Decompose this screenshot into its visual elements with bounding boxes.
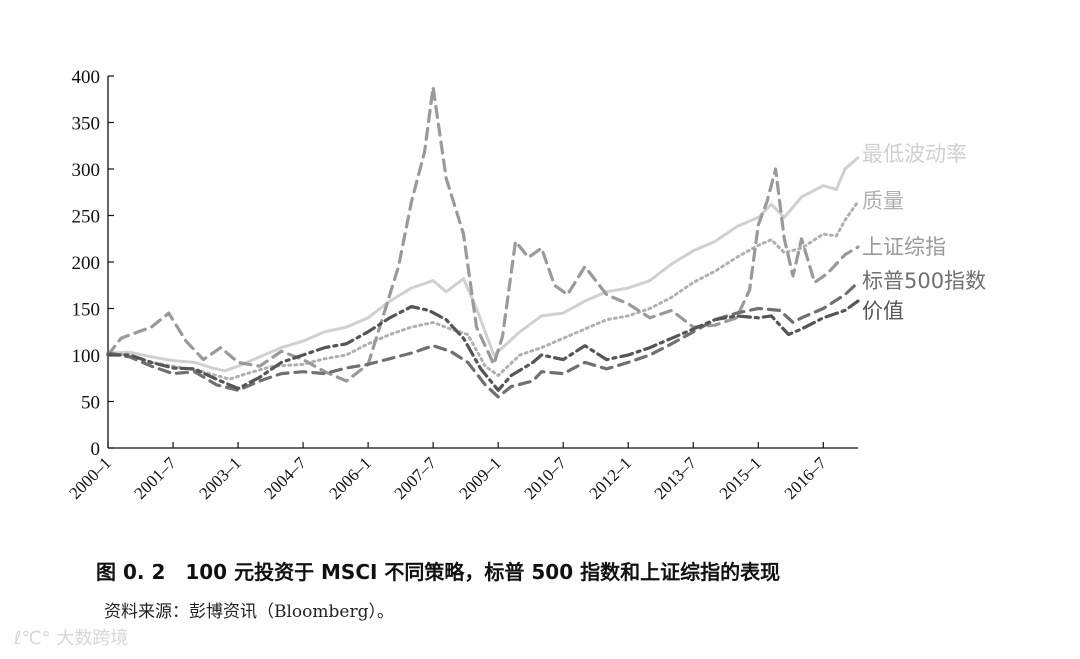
y-tick-label: 100: [72, 346, 101, 367]
y-tick-label: 250: [72, 207, 101, 228]
watermark-text: 大数跨境: [56, 628, 129, 649]
series-line-4: [106, 299, 860, 392]
y-tick-label: 200: [72, 253, 101, 274]
y-tick-label: 150: [72, 300, 101, 321]
x-tick-label: 2010–7: [521, 453, 571, 503]
x-tick-label: 2015–1: [716, 453, 765, 502]
figure-caption: 图 0. 2 100 元投资于 MSCI 不同策略，标普 500 指数和上证综指…: [96, 560, 781, 584]
series-layer: [106, 85, 860, 399]
y-tick-label: 400: [72, 67, 101, 88]
y-tick-label: 350: [72, 114, 101, 135]
watermark: ℓ℃° 大数跨境: [14, 624, 128, 650]
y-tick-label: 50: [81, 393, 100, 414]
series-label-0: 最低波动率: [862, 142, 967, 166]
x-tick-label: 2001–7: [130, 453, 180, 503]
x-tick-label: 2004–7: [260, 453, 310, 503]
series-label-4: 价值: [862, 299, 904, 323]
x-tick-label: 2009–1: [456, 453, 505, 502]
x-axis: 2000–1 2001–7 2003–1 2004–7 2006–1 2007–7 2009…: [65, 442, 858, 503]
watermark-logo-icon: ℓ℃°: [14, 628, 51, 649]
y-tick-label: 300: [72, 160, 101, 181]
series-line-2: [106, 85, 860, 383]
x-tick-label: 2006–1: [325, 453, 374, 502]
series-line-1: [106, 200, 860, 381]
source-note: 资料来源：彭博资讯（Bloomberg）。: [104, 602, 394, 622]
y-tick-label: 0: [91, 439, 101, 460]
x-tick-label: 2003–1: [195, 453, 244, 502]
x-tick-label: 2016–7: [781, 453, 831, 503]
x-tick-label: 2000–1: [65, 453, 114, 502]
y-axis: 0 50 100 150 200 250 300 350 400: [72, 67, 114, 460]
x-tick-label: 2013–7: [651, 453, 701, 503]
x-tick-label: 2012–1: [586, 453, 635, 502]
series-label-2: 上证综指: [862, 235, 946, 259]
series-label-3: 标普500指数: [862, 269, 986, 293]
series-line-3: [106, 280, 860, 399]
series-label-1: 质量: [862, 189, 904, 213]
x-tick-label: 2007–7: [390, 453, 440, 503]
